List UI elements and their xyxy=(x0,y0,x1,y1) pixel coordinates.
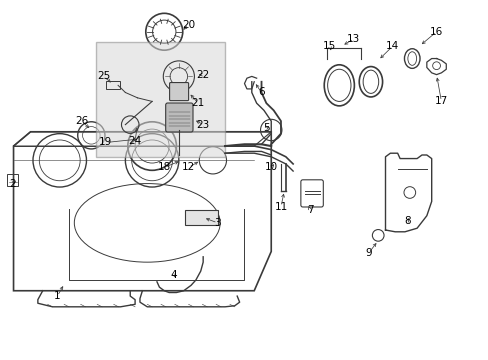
Text: 16: 16 xyxy=(429,27,442,37)
Text: 4: 4 xyxy=(170,270,177,280)
Text: 3: 3 xyxy=(214,218,221,228)
Text: 26: 26 xyxy=(75,116,88,126)
Text: 5: 5 xyxy=(263,123,269,133)
Text: 11: 11 xyxy=(274,202,287,212)
Bar xyxy=(96,42,224,157)
Text: 19: 19 xyxy=(99,138,112,148)
Text: 6: 6 xyxy=(258,87,264,98)
Text: 13: 13 xyxy=(346,34,360,44)
Bar xyxy=(106,81,119,89)
Text: 8: 8 xyxy=(403,216,410,226)
Text: 21: 21 xyxy=(191,98,204,108)
Text: 9: 9 xyxy=(365,248,371,258)
Text: 12: 12 xyxy=(182,162,195,172)
Text: 15: 15 xyxy=(322,41,336,51)
Text: 10: 10 xyxy=(264,162,277,172)
Text: 7: 7 xyxy=(306,205,313,215)
FancyBboxPatch shape xyxy=(165,103,193,132)
Text: 17: 17 xyxy=(434,96,447,107)
Text: 14: 14 xyxy=(386,41,399,51)
Text: 2: 2 xyxy=(9,179,15,189)
Text: 20: 20 xyxy=(182,19,195,30)
Bar xyxy=(185,210,218,225)
FancyBboxPatch shape xyxy=(169,82,188,100)
Text: 24: 24 xyxy=(128,136,142,146)
Text: 1: 1 xyxy=(54,291,61,301)
Text: 22: 22 xyxy=(196,69,209,80)
Text: 23: 23 xyxy=(196,120,209,130)
Text: 25: 25 xyxy=(97,71,110,81)
Text: 18: 18 xyxy=(157,162,170,172)
